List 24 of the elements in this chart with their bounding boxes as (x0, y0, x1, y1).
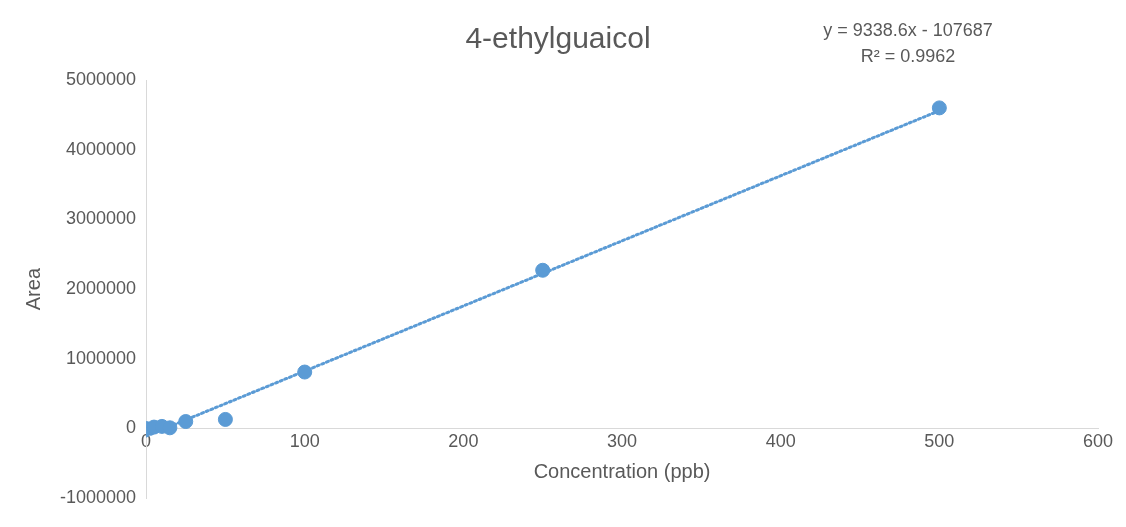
y-tick-label: 5000000 (65, 68, 137, 89)
y-tick-label: 4000000 (65, 138, 137, 159)
point (297, 364, 313, 380)
y-tick-label: -1000000 (59, 487, 137, 508)
x-tick-label: 500 (924, 431, 955, 452)
point (535, 262, 551, 278)
point (162, 420, 178, 436)
x-tick-label: 600 (1082, 431, 1114, 452)
x-axis-title: Concentration (ppb) (533, 459, 711, 482)
y-tick-label: 1000000 (65, 347, 137, 368)
x-tick-label: 200 (448, 431, 479, 452)
y-tick-label: 2000000 (65, 278, 137, 299)
y-tick-label: 0 (126, 417, 137, 438)
y-axis-title: Area (21, 267, 44, 311)
text: R² = 0.9962 (860, 45, 956, 66)
y-tick-label: 3000000 (65, 208, 137, 229)
chart-title: 4-ethylguaicol (465, 21, 651, 55)
point (178, 414, 194, 430)
x-tick-label: 400 (765, 431, 796, 452)
point (217, 411, 233, 427)
text: y = 9338.6x - 107687 (823, 19, 993, 40)
x-tick-label: 300 (607, 431, 638, 452)
x-tick-label: 100 (289, 431, 320, 452)
point (931, 100, 947, 116)
